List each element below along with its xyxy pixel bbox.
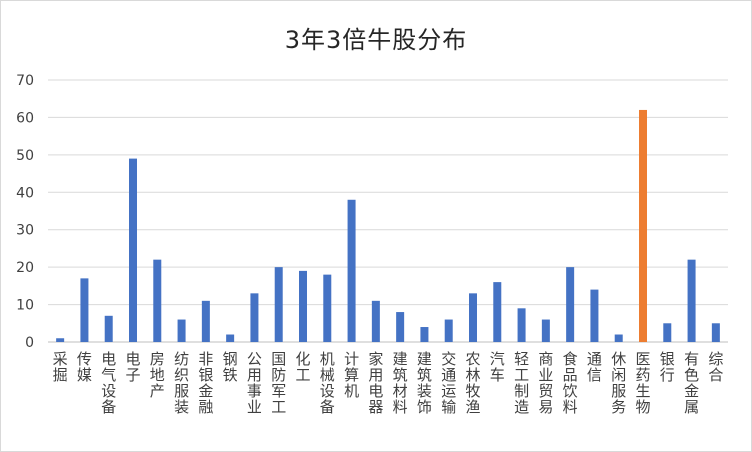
x-category-label: 医药生物: [635, 350, 650, 416]
x-category-label: 建筑装饰: [417, 350, 432, 416]
x-category-label: 通信: [587, 350, 602, 384]
x-category-label: 休闲服务: [611, 350, 626, 416]
y-tick-label: 70: [16, 73, 34, 89]
x-category-label: 综合: [708, 350, 723, 384]
bar-10: [299, 270, 307, 342]
x-category-label: 纺织服装: [174, 350, 189, 416]
bar-23: [614, 334, 623, 342]
x-category-label: 轻工制造: [514, 350, 529, 416]
x-category-label: 采掘: [53, 350, 68, 384]
x-category-label: 机械设备: [320, 350, 335, 416]
x-category-label: 钢铁: [223, 350, 238, 384]
bar-5: [177, 319, 186, 342]
x-category-label: 国防军工: [271, 350, 286, 416]
bar-0: [56, 338, 65, 342]
y-tick-label: 50: [16, 148, 34, 164]
bar-14: [396, 312, 405, 342]
bar-3: [129, 158, 137, 342]
x-category-label: 电气设备: [101, 350, 116, 416]
x-category-label: 计算机: [344, 350, 359, 400]
bar-18: [493, 282, 502, 342]
y-tick-label: 40: [16, 185, 34, 201]
bar-8: [250, 293, 259, 342]
bar-1: [80, 278, 89, 342]
bar-27: [711, 323, 720, 342]
bar-22: [590, 289, 599, 342]
bar-17: [469, 293, 477, 342]
y-tick-label: 0: [25, 335, 34, 351]
x-category-label: 家用电器: [368, 350, 383, 416]
x-category-label: 有色金属: [684, 350, 699, 416]
bar-9: [274, 267, 283, 342]
gridlines: [48, 79, 728, 343]
bar-2: [104, 315, 113, 342]
x-category-label: 化工: [295, 350, 310, 384]
y-tick-label: 30: [16, 223, 34, 239]
bar-20: [541, 319, 550, 342]
bar-24: [639, 109, 647, 342]
x-axis-labels: 采掘传媒电气设备电子房地产纺织服装非银金融钢铁公用事业国防军工化工机械设备计算机…: [53, 350, 724, 416]
y-axis-ticks: 0 10 20 30 40 50 60 70: [16, 73, 34, 351]
x-category-label: 房地产: [150, 350, 165, 400]
bar-12: [347, 199, 356, 342]
x-category-label: 农林牧渔: [465, 350, 480, 416]
bars: [56, 109, 720, 342]
y-tick-label: 10: [16, 298, 34, 314]
y-tick-label: 60: [16, 110, 34, 126]
bar-26: [687, 259, 696, 342]
bar-7: [226, 334, 235, 342]
bar-21: [566, 267, 575, 342]
y-tick-label: 20: [16, 260, 34, 276]
bar-25: [663, 323, 672, 342]
bar-6: [201, 300, 210, 342]
x-category-label: 非银金融: [198, 350, 213, 416]
bar-16: [444, 319, 453, 342]
x-category-label: 电子: [125, 350, 140, 384]
x-category-label: 建筑材料: [393, 350, 408, 416]
x-category-label: 商业贸易: [538, 350, 553, 416]
bar-13: [371, 300, 380, 342]
x-category-label: 汽车: [490, 350, 505, 384]
bar-11: [323, 274, 332, 342]
x-category-label: 公用事业: [247, 350, 262, 416]
x-category-label: 银行: [660, 350, 675, 384]
bar-19: [517, 308, 526, 342]
x-category-label: 食品饮料: [563, 350, 578, 416]
x-category-label: 交通运输: [441, 350, 456, 416]
bar-4: [153, 259, 162, 342]
chart-title: 3年3倍牛股分布: [284, 26, 468, 54]
x-category-label: 传媒: [77, 350, 92, 384]
bar-15: [420, 327, 429, 342]
